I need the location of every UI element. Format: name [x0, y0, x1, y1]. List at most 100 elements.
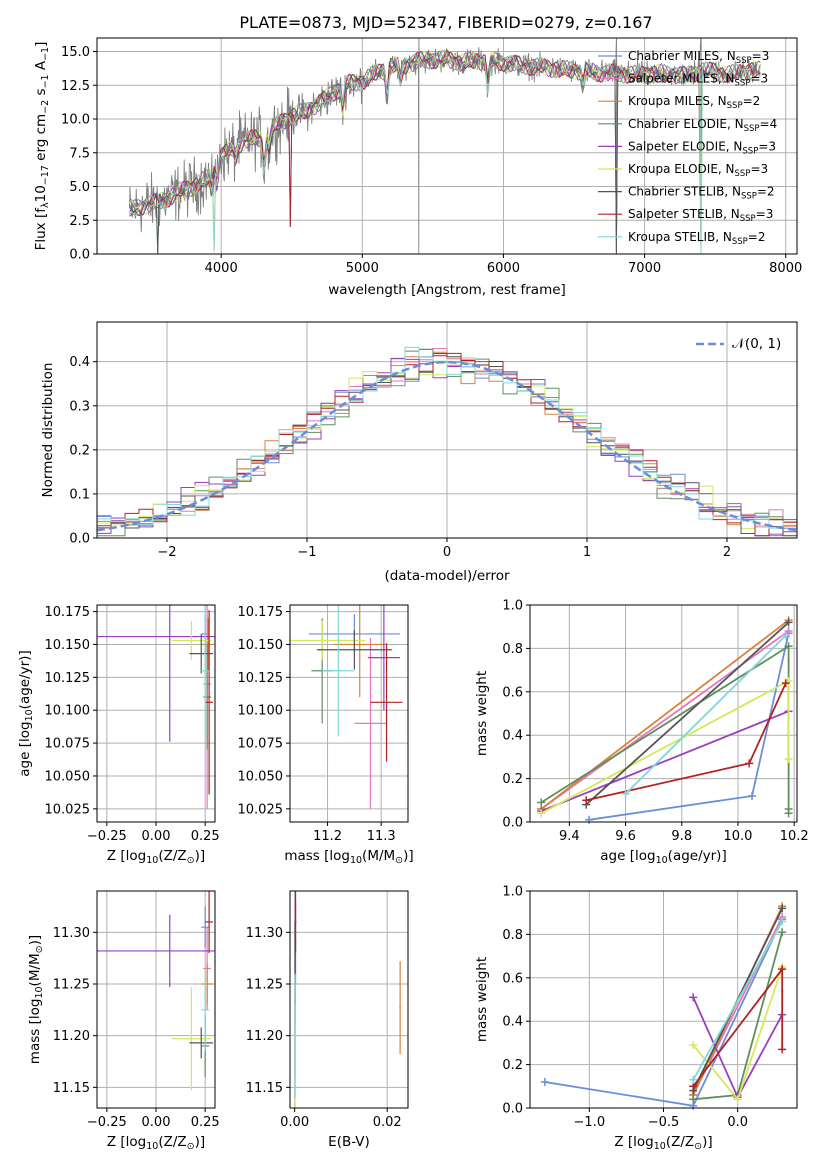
point-marker — [689, 993, 698, 1002]
point-marker — [689, 1095, 698, 1104]
x-axis-label: age [log10(age/yr)] — [600, 848, 726, 866]
errorbar-salpeter-stelib — [205, 891, 214, 953]
y-tick-label: 11.20 — [53, 1029, 90, 1044]
label-part: mass [log — [284, 848, 350, 864]
y-tick-label: 0.8 — [502, 642, 523, 657]
x-tick-label: 0.00 — [142, 829, 171, 844]
axes-frame — [96, 37, 798, 255]
x-tick-label: −2 — [157, 545, 176, 560]
y-tick-label: 11.25 — [246, 978, 283, 993]
errorbar-salpeter-stelib — [294, 891, 297, 953]
point-marker — [621, 789, 630, 798]
series-line — [585, 621, 790, 806]
x-tick-label: 0.25 — [191, 829, 220, 844]
y-tick-label: 0.0 — [502, 816, 523, 831]
x-tick-label: 9.4 — [559, 829, 580, 844]
label-part: −1 — [40, 47, 51, 61]
y-tick-label: 0.6 — [502, 685, 523, 700]
y-tick-label: 0.0 — [502, 1102, 523, 1117]
legend-sub: SSP — [735, 169, 751, 179]
point-marker — [778, 904, 787, 913]
point-marker — [778, 965, 787, 974]
y-tick-label: 10.050 — [45, 769, 91, 784]
label-part: 10 — [146, 1141, 158, 1152]
y-tick-label: 11.30 — [53, 926, 90, 941]
y-tick-label: 11.20 — [246, 1029, 283, 1044]
legend-sub: SSP — [741, 192, 757, 202]
legend-n: =4 — [760, 117, 778, 131]
errorbar-kroupa-miles — [399, 961, 402, 1055]
label-part: (age/yr)] — [668, 848, 727, 864]
y-tick-label: 10.175 — [45, 605, 91, 620]
label-part: )] — [195, 1134, 206, 1150]
x-tick-label: 11.3 — [367, 829, 396, 844]
legend-n: =2 — [743, 94, 761, 108]
y-tick-label: 0.2 — [69, 443, 90, 458]
legend-label-chabrier-elodie: Chabrier ELODIE, NSSP=4 — [628, 117, 777, 134]
y-tick-label: 15.0 — [61, 45, 90, 60]
legend-sub: SSP — [736, 56, 752, 66]
errorbar-kroupa-stelib — [201, 968, 210, 1052]
x-tick-label: −0.5 — [648, 1115, 680, 1130]
errorbar-salpeter-elodie — [97, 914, 215, 988]
point-marker — [781, 679, 790, 688]
y-tick-label: 0.2 — [502, 1058, 523, 1073]
x-axis-label: mass [log10(M/M⊙)] — [284, 848, 413, 866]
x-tick-label: 8000 — [769, 261, 802, 276]
point-marker — [540, 1077, 549, 1086]
y-tick-label: 10.150 — [45, 638, 91, 653]
legend-n: =3 — [758, 139, 776, 153]
label-part: ⊙ — [34, 945, 45, 953]
y-axis-label: mass [log10(M/M⊙)] — [27, 935, 45, 1064]
y-tick-label: 12.5 — [61, 79, 90, 94]
label-part: −1 — [40, 74, 51, 88]
y-axis-label: age [log10(age/yr)] — [17, 650, 35, 776]
histogram-kroupa-stelib — [97, 346, 797, 529]
point-marker — [778, 917, 787, 926]
x-axis-label: Z [log10(Z/Z⊙)] — [107, 848, 205, 866]
y-tick-label: 0.4 — [502, 729, 523, 744]
x-axis-label: Z [log10(Z/Z⊙)] — [614, 1134, 712, 1152]
x-axis-label: (data-model)/error — [384, 568, 510, 584]
x-tick-label: −1 — [297, 545, 316, 560]
label-part: 10 — [24, 709, 35, 721]
label-part: (M/M — [27, 953, 43, 986]
y-tick-label: 11.15 — [53, 1081, 90, 1096]
label-part: erg cm — [33, 114, 49, 165]
axes-frame — [96, 321, 798, 539]
label-part: 10 — [33, 185, 49, 202]
x-axis-label: E(B-V) — [328, 1134, 370, 1150]
point-marker — [784, 627, 793, 636]
y-tick-label: 11.30 — [246, 926, 283, 941]
label-part: ] — [33, 42, 49, 47]
y-axis-label: mass weight — [474, 671, 490, 756]
errorbar-chabrier-miles — [201, 906, 210, 948]
label-part: −17 — [40, 165, 51, 185]
series-line — [624, 634, 787, 795]
legend-label-salpeter-miles: Salpeter MILES, NSSP=3 — [628, 72, 768, 89]
x-tick-label: −0.25 — [87, 1115, 127, 1130]
legend-n: =3 — [756, 207, 774, 221]
figure-title: PLATE=0873, MJD=52347, FIBERID=0279, z=0… — [239, 13, 652, 32]
y-tick-label: 10.075 — [238, 737, 284, 752]
legend-label-kroupa-stelib: Kroupa STELIB, NSSP=2 — [628, 230, 766, 247]
errorbar-kroupa-elodie — [290, 620, 366, 661]
label-part: λ — [40, 202, 51, 208]
y-tick-label: 10.050 — [238, 769, 284, 784]
y-tick-label: 0.4 — [69, 355, 90, 370]
legend-n: =3 — [752, 49, 770, 63]
legend-label-salpeter-stelib: Salpeter STELIB, NSSP=3 — [628, 207, 773, 224]
y-tick-label: 10.075 — [45, 737, 91, 752]
label-part: Z [log — [107, 1134, 146, 1150]
series-line — [540, 619, 790, 810]
label-part: ⊙ — [187, 855, 195, 866]
y-axis-label: Flux [fλ10−17 erg cm−2 s−1 A−1] — [33, 42, 51, 251]
legend-name: Kroupa ELODIE, N — [628, 162, 735, 176]
legend-label-kroupa-miles: Kroupa MILES, NSSP=2 — [628, 94, 760, 111]
label-part: (Z/Z — [158, 848, 186, 864]
model-spectrum-kroupa-stelib — [129, 49, 761, 254]
y-tick-label: 11.15 — [246, 1081, 283, 1096]
